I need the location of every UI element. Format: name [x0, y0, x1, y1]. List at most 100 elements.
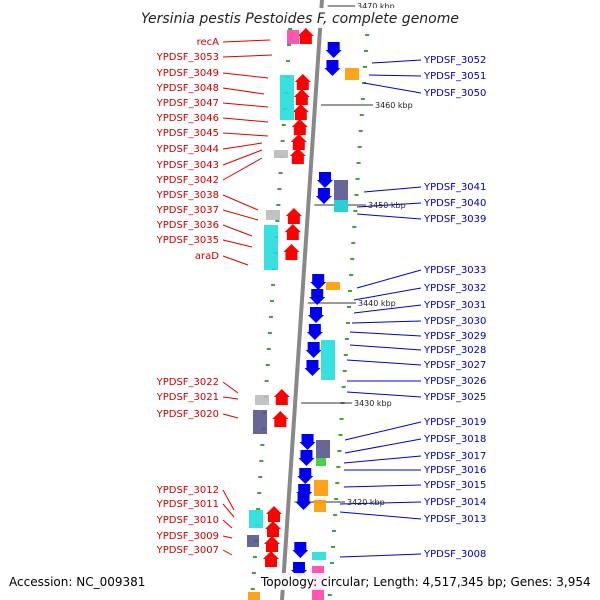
accession-text: Accession: NC_009381 — [9, 575, 145, 589]
reverse-gene-arrow — [309, 289, 326, 305]
left-connector — [222, 255, 249, 266]
forward-gene-arrow — [284, 224, 301, 240]
gene-label-ypdsf_3007: YPDSF_3007 — [156, 545, 219, 556]
footer-backdrop-right — [256, 573, 596, 590]
reverse-gene-arrow — [310, 274, 327, 290]
gene-label-ypdsf_3036: YPDSF_3036 — [156, 220, 219, 231]
right-connector — [368, 74, 422, 77]
reverse-gene-arrow — [297, 468, 314, 484]
track-tick — [350, 258, 355, 260]
right-connector — [371, 59, 422, 64]
left-connector — [222, 142, 263, 150]
feature-box-gray — [274, 150, 288, 158]
gene-label-ypdsf_3040: YPDSF_3040 — [423, 198, 486, 209]
track-tick — [359, 114, 364, 116]
gene-label-ypdsf_3045: YPDSF_3045 — [156, 128, 219, 139]
feature-box-orange — [248, 592, 260, 600]
feature-box-cyan — [249, 510, 263, 528]
gene-label-ypdsf_3017: YPDSF_3017 — [423, 451, 486, 462]
gene-label-ypdsf_3020: YPDSF_3020 — [156, 409, 219, 420]
feature-box-cyan — [264, 225, 278, 270]
track-tick — [270, 300, 274, 302]
left-connector — [222, 102, 269, 108]
gene-label-ypdsf_3031: YPDSF_3031 — [423, 300, 486, 311]
map-title: Yersinia pestis Pestoides F, complete ge… — [141, 11, 459, 27]
left-connector — [222, 549, 233, 556]
feature-box-cyan — [334, 200, 348, 212]
gene-label-ypdsf_3015: YPDSF_3015 — [423, 480, 486, 491]
gene-label-ypdsf_3010: YPDSF_3010 — [156, 515, 219, 526]
gene-label-ypdsf_3019: YPDSF_3019 — [423, 417, 486, 428]
track-tick — [327, 594, 332, 596]
reverse-gene-arrow — [308, 307, 324, 323]
track-tick — [277, 188, 282, 190]
track-tick — [252, 556, 257, 558]
track-tick — [358, 130, 363, 132]
reverse-gene-arrow — [305, 342, 322, 358]
feature-box-gray — [255, 395, 269, 405]
feature-box-slate — [316, 440, 330, 458]
track-tick — [266, 348, 271, 350]
track-tick — [271, 284, 276, 286]
forward-gene-arrow — [263, 551, 279, 567]
track-tick — [339, 418, 344, 420]
reverse-gene-arrow — [304, 360, 321, 376]
left-connector — [222, 503, 235, 518]
reverse-gene-arrow — [325, 42, 342, 58]
feature-box-green — [316, 458, 326, 466]
gene-label-ypdsf_3039: YPDSF_3039 — [423, 214, 486, 225]
left-connector — [222, 72, 269, 79]
feature-box-pink — [287, 30, 299, 44]
feature-box-cyan — [321, 340, 335, 380]
track-tick — [352, 226, 357, 228]
kbp-tick-label: 3470 kbp — [357, 2, 395, 11]
feature-box-slate — [247, 535, 259, 547]
gene-label-ypdsf_3032: YPDSF_3032 — [423, 283, 486, 294]
track-tick — [278, 172, 283, 174]
track-tick — [329, 562, 334, 564]
track-tick — [343, 354, 348, 356]
gene-label-ypdsf_3052: YPDSF_3052 — [423, 55, 486, 66]
track-tick — [276, 204, 281, 206]
gene-label-ypdsf_3011: YPDSF_3011 — [156, 499, 219, 510]
genome-backbone — [280, 0, 324, 600]
right-connector — [344, 438, 422, 454]
gene-label-ypdsf_3051: YPDSF_3051 — [423, 71, 486, 82]
gene-label-ypdsf_3016: YPDSF_3016 — [423, 465, 486, 476]
track-tick — [336, 466, 341, 468]
gene-label-ypdsf_3053: YPDSF_3053 — [156, 52, 219, 63]
left-connector — [222, 239, 253, 248]
left-connector — [222, 381, 239, 394]
track-tick — [286, 60, 290, 62]
right-connector — [353, 287, 422, 301]
gene-label-ypdsf_3026: YPDSF_3026 — [423, 376, 486, 387]
right-connector — [363, 186, 422, 193]
track-tick — [338, 434, 343, 436]
track-tick — [356, 162, 361, 164]
reverse-gene-arrow — [315, 188, 332, 204]
gene-label-ypdsf_3021: YPDSF_3021 — [156, 392, 219, 403]
right-connector — [351, 320, 422, 324]
track-tick — [280, 140, 285, 142]
left-connector — [222, 535, 233, 539]
right-connector — [346, 359, 422, 366]
gene-label-ypdsf_3048: YPDSF_3048 — [156, 83, 219, 94]
reverse-gene-arrow — [292, 542, 309, 558]
forward-gene-arrow — [290, 134, 307, 150]
left-connector — [222, 39, 271, 43]
title-backdrop — [135, 8, 465, 28]
track-tick — [349, 274, 354, 276]
gene-label-ypdsf_3049: YPDSF_3049 — [156, 68, 219, 79]
track-tick — [260, 444, 265, 446]
gene-label-ypdsf_3037: YPDSF_3037 — [156, 205, 219, 216]
right-connector — [349, 344, 422, 351]
track-tick — [335, 482, 340, 484]
footer-backdrop-left — [6, 573, 156, 590]
forward-gene-arrow — [293, 89, 310, 105]
labels-layer: 3470 kbp 3460 kbp 3450 kbp 3440 kbp 3430 kbp… — [156, 2, 487, 560]
track-tick — [361, 82, 366, 84]
right-connector — [339, 501, 422, 505]
feature-box-slate — [253, 410, 267, 434]
track-tick — [259, 460, 264, 462]
